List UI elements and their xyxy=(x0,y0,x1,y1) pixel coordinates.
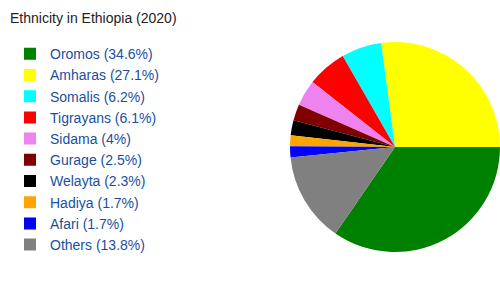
svg-text:Welayta (2.3%): Welayta (2.3%) xyxy=(50,173,145,189)
svg-text:Somalis (6.2%): Somalis (6.2%) xyxy=(50,89,145,105)
svg-text:Hadiya (1.7%): Hadiya (1.7%) xyxy=(50,195,139,211)
svg-text:Amharas (27.1%): Amharas (27.1%) xyxy=(50,67,159,83)
svg-text:Oromos (34.6%): Oromos (34.6%) xyxy=(50,46,153,62)
svg-text:Afari (1.7%): Afari (1.7%) xyxy=(50,216,124,232)
svg-text:Gurage (2.5%): Gurage (2.5%) xyxy=(50,152,142,168)
svg-text:Others (13.8%): Others (13.8%) xyxy=(50,237,145,253)
svg-text:Sidama (4%): Sidama (4%) xyxy=(50,131,131,147)
svg-text:Ethnicity in Ethiopia (2020): Ethnicity in Ethiopia (2020) xyxy=(10,10,177,26)
svg-text:Tigrayans (6.1%): Tigrayans (6.1%) xyxy=(50,110,156,126)
